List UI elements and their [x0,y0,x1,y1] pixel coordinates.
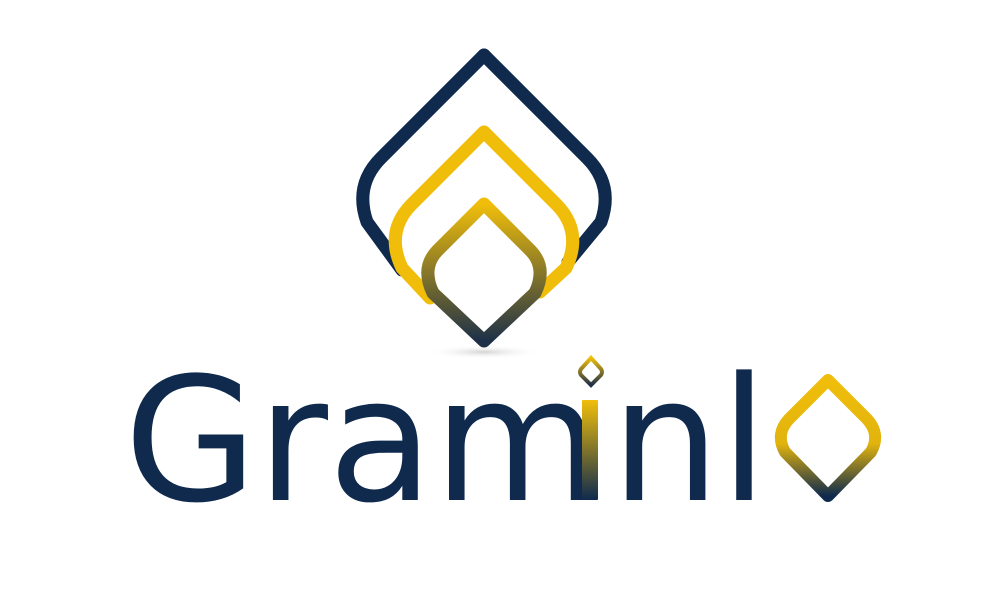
emblem-outer-right-stroke [477,48,612,269]
emblem-middle-left-stroke [388,125,491,305]
drop-o-icon [774,374,882,502]
layered-drop-emblem-icon [356,48,612,348]
diamond-dot-icon [578,355,604,388]
wordmark-part-nl: nl [611,340,768,541]
wordmark-part-gram: Gram [124,340,601,541]
wordmark-i-stem [582,400,598,500]
emblem-shadow [426,345,542,359]
emblem-outer-left-stroke [356,48,491,277]
emblem-middle-right-stroke [477,125,580,299]
emblem-inner-drop [421,197,547,348]
